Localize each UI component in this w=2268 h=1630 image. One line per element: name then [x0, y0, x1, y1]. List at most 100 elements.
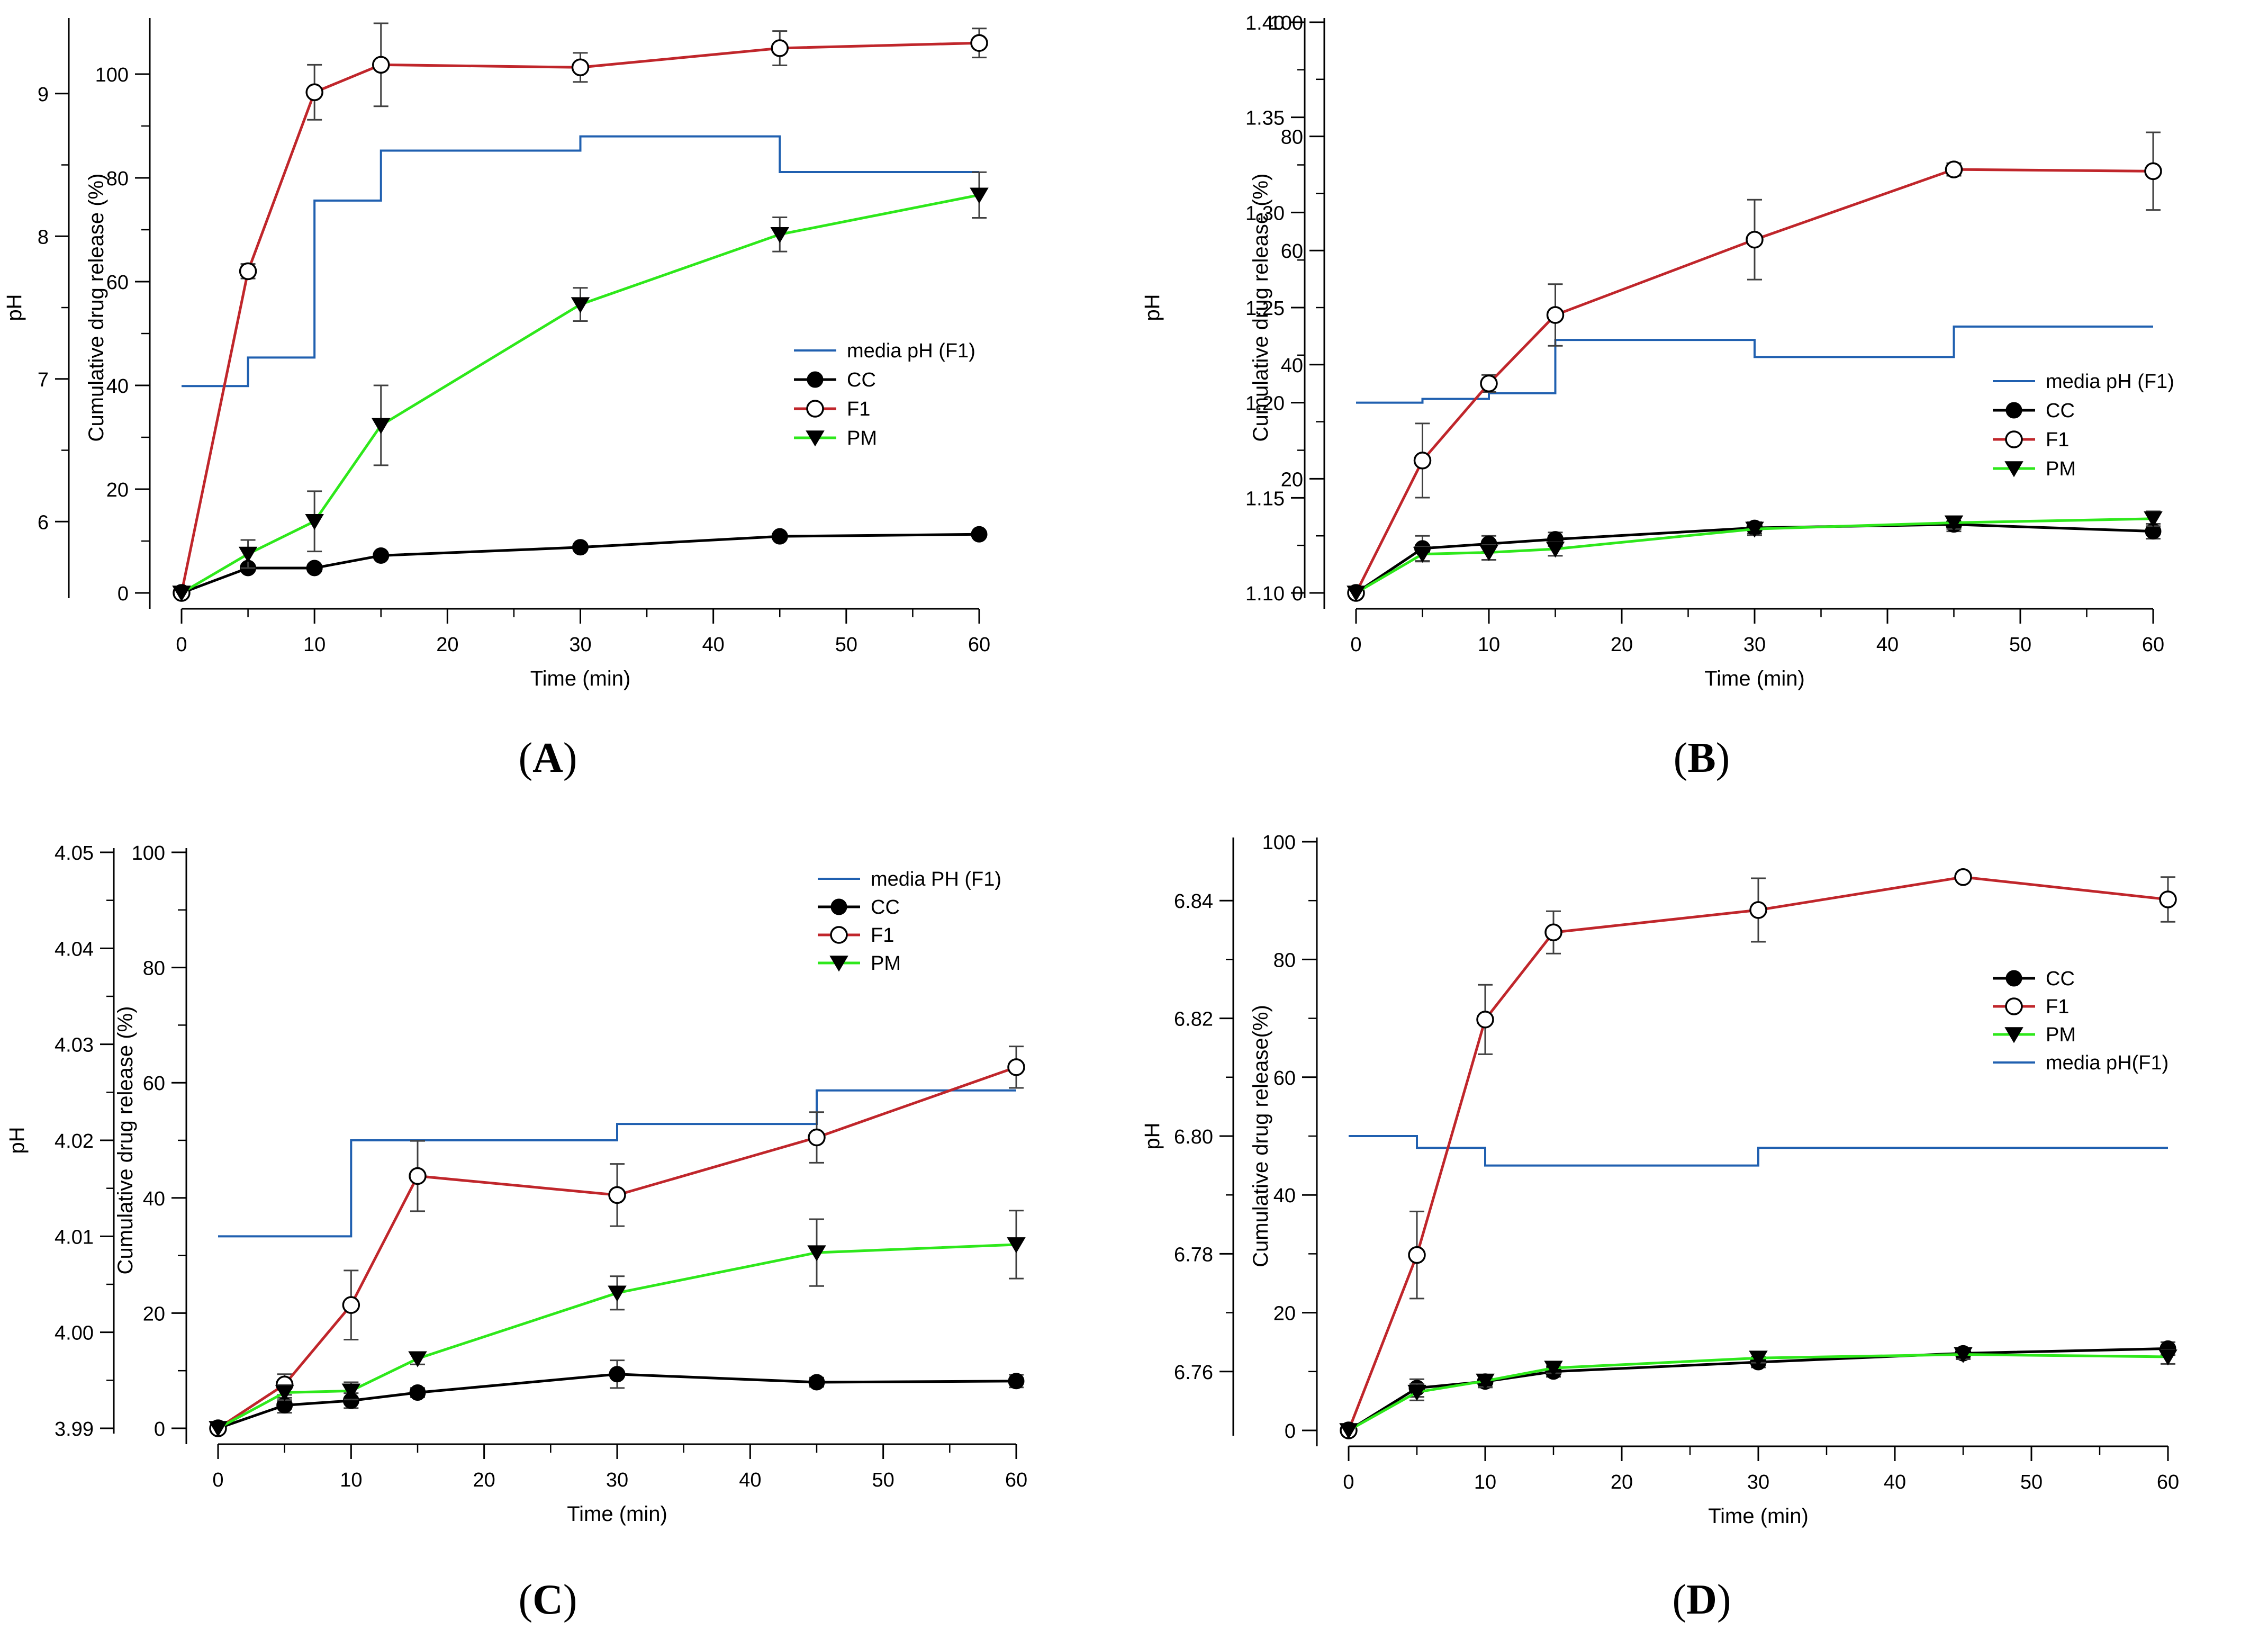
panel-c-x-tick-label: 0: [212, 1469, 223, 1491]
panel-d-ph-tick-label: 6.76: [1174, 1362, 1213, 1384]
panel-b-legend-marker-f1: [2005, 430, 2023, 448]
panel-d-x-tick-label: 50: [2020, 1471, 2043, 1493]
panel-a-legend-label-cc: CC: [847, 369, 876, 391]
panel-a-pm-point: [770, 227, 789, 244]
panel-label-b: (B): [1674, 735, 1730, 781]
panel-b-ph-tick-label: 1.25: [1245, 298, 1285, 320]
panel-c-pm-point: [608, 1285, 627, 1302]
panel-d-pm-point: [1476, 1373, 1495, 1390]
panel-b-legend-label-f1: F1: [2046, 429, 2069, 451]
panel-b-x-tick-label: 40: [1876, 634, 1899, 656]
panel-d-y-tick-label: 40: [1273, 1185, 1296, 1207]
panel-d-pm-point: [1954, 1347, 1973, 1363]
panel-c-x-tick-label: 10: [340, 1469, 362, 1491]
panel-d-x-axis-label: Time (min): [1708, 1505, 1809, 1528]
panel-a-x-tick-label: 10: [303, 634, 326, 656]
panel-d-legend-marker-pm: [2004, 1027, 2023, 1043]
panel-c-pm-point: [408, 1351, 427, 1367]
panel-b-x-tick-label: 30: [1743, 634, 1766, 656]
panel-b-y-tick-label: 60: [1281, 240, 1303, 263]
panel-a-f1-point: [239, 262, 257, 281]
panel-b-pm-point: [1745, 521, 1764, 538]
panel-c-pm-point: [807, 1245, 826, 1262]
panel-d-ph-axis-label: pH: [1141, 1122, 1164, 1149]
panel-a-x-axis-label: Time (min): [530, 667, 631, 690]
panel-b-ph-tick-label: 1.30: [1245, 202, 1285, 224]
panel-d-ph-tick-label: 6.82: [1174, 1008, 1213, 1031]
panel-a-ph-tick-label: 7: [38, 369, 49, 391]
panel-c-ph-tick-label: 3.99: [55, 1418, 94, 1440]
panel-c-y-axis-label: Cumulative drug release (%): [114, 1006, 137, 1275]
panel-d-y-tick-label: 60: [1273, 1067, 1296, 1089]
panel-a-x-tick-label: 60: [968, 634, 990, 656]
panel-a-y-tick-label: 20: [106, 479, 129, 501]
panel-a-legend-label-ph: media pH (F1): [847, 340, 975, 362]
panel-a-legend-marker-cc: [807, 371, 824, 388]
panel-b-pm-point: [1479, 545, 1498, 561]
panel-b-x-tick-label: 0: [1350, 634, 1361, 656]
panel-b-y-axis-label: Cumulative drug release (%): [1249, 174, 1272, 442]
panel-a-ph-step-line: [182, 135, 979, 388]
panel-d-ph-tick-label: 6.80: [1174, 1126, 1213, 1148]
panel-c-legend-label-pm: PM: [871, 952, 901, 975]
chart-panel-c: 0 10 20 30 40 50 60 Time (min) 0 20 40 60 80 100 Cumul…: [5, 842, 1027, 1526]
panel-c-x-axis-label: Time (min): [567, 1502, 667, 1526]
panel-b-x-tick-label: 60: [2142, 634, 2164, 656]
panel-c-y-tick-label: 20: [143, 1303, 165, 1325]
panel-d-pm-point: [2158, 1349, 2177, 1366]
panel-a-pm-point: [970, 187, 989, 204]
panel-a-y-axis-label: Cumulative drug release (%): [85, 174, 108, 442]
panel-c-ph-tick-label: 4.01: [55, 1226, 94, 1248]
panel-a-y-tick-label: 60: [106, 272, 129, 294]
panel-c-cc-point: [409, 1384, 426, 1401]
panel-d-x-tick-label: 30: [1747, 1471, 1769, 1493]
panel-a-ph-tick-label: 6: [38, 511, 49, 534]
panel-b-f1-point: [2144, 162, 2162, 181]
panel-d-y-tick-label: 100: [1262, 832, 1296, 854]
panel-b-pm-point: [2144, 511, 2163, 528]
panel-c-ph-axis-label: pH: [5, 1127, 29, 1154]
panel-d-f1-point: [1749, 901, 1767, 919]
panel-b-f1-point: [1546, 306, 1565, 324]
panel-c-y-tick-label: 80: [143, 958, 165, 980]
panel-c-y-tick-label: 40: [143, 1188, 165, 1210]
panel-b-legend-marker-cc: [2005, 402, 2022, 419]
panel-a-y-tick-label: 40: [106, 375, 129, 398]
panel-c-f1-point: [808, 1128, 826, 1147]
panel-label-d: (D): [1672, 1577, 1731, 1623]
panel-a-pm-point: [571, 297, 590, 313]
panel-b-f1-point: [1413, 452, 1432, 470]
panel-d-legend-marker-cc: [2005, 970, 2022, 987]
panel-d-ph-tick-label: 6.78: [1174, 1244, 1213, 1266]
panel-d-legend-label-f1: F1: [2046, 996, 2069, 1018]
panel-c-x-tick-label: 30: [606, 1469, 628, 1491]
panel-a-legend-label-f1: F1: [847, 398, 870, 420]
panel-a-pm-point: [238, 546, 258, 563]
panel-c-pm-point: [275, 1385, 294, 1401]
panel-a-ph-axis-label: pH: [3, 294, 26, 321]
panel-a-pm-point: [305, 514, 324, 530]
panel-c-x-tick-label: 60: [1005, 1469, 1027, 1491]
panel-c-x-tick-label: 50: [872, 1469, 894, 1491]
panel-c-x-tick-label: 40: [739, 1469, 761, 1491]
panel-d-x-tick-label: 20: [1611, 1471, 1633, 1493]
panel-d-pm-point: [1544, 1361, 1563, 1377]
panel-b-f1-point: [1945, 160, 1963, 178]
panel-c-f1-point: [342, 1296, 360, 1314]
panel-b-x-tick-label: 10: [1478, 634, 1500, 656]
panel-b-legend-label-cc: CC: [2046, 400, 2075, 422]
panel-a-f1-point: [305, 83, 323, 102]
panel-d-f1-point: [1544, 923, 1562, 941]
panel-b-y-tick-label: 100: [1270, 12, 1303, 34]
panel-b-ph-tick-label: 1.15: [1245, 488, 1285, 510]
panel-d-y-tick-label: 0: [1285, 1420, 1296, 1443]
panel-c-ph-tick-label: 4.02: [55, 1130, 94, 1152]
panel-a-x-tick-label: 40: [702, 634, 725, 656]
panel-c-legend-label-f1: F1: [871, 924, 894, 947]
panel-a-x-tick-label: 50: [835, 634, 857, 656]
panel-d-x-tick-label: 10: [1474, 1471, 1496, 1493]
panel-c-f1-point: [608, 1186, 626, 1204]
panel-a-cc-point: [572, 539, 589, 556]
